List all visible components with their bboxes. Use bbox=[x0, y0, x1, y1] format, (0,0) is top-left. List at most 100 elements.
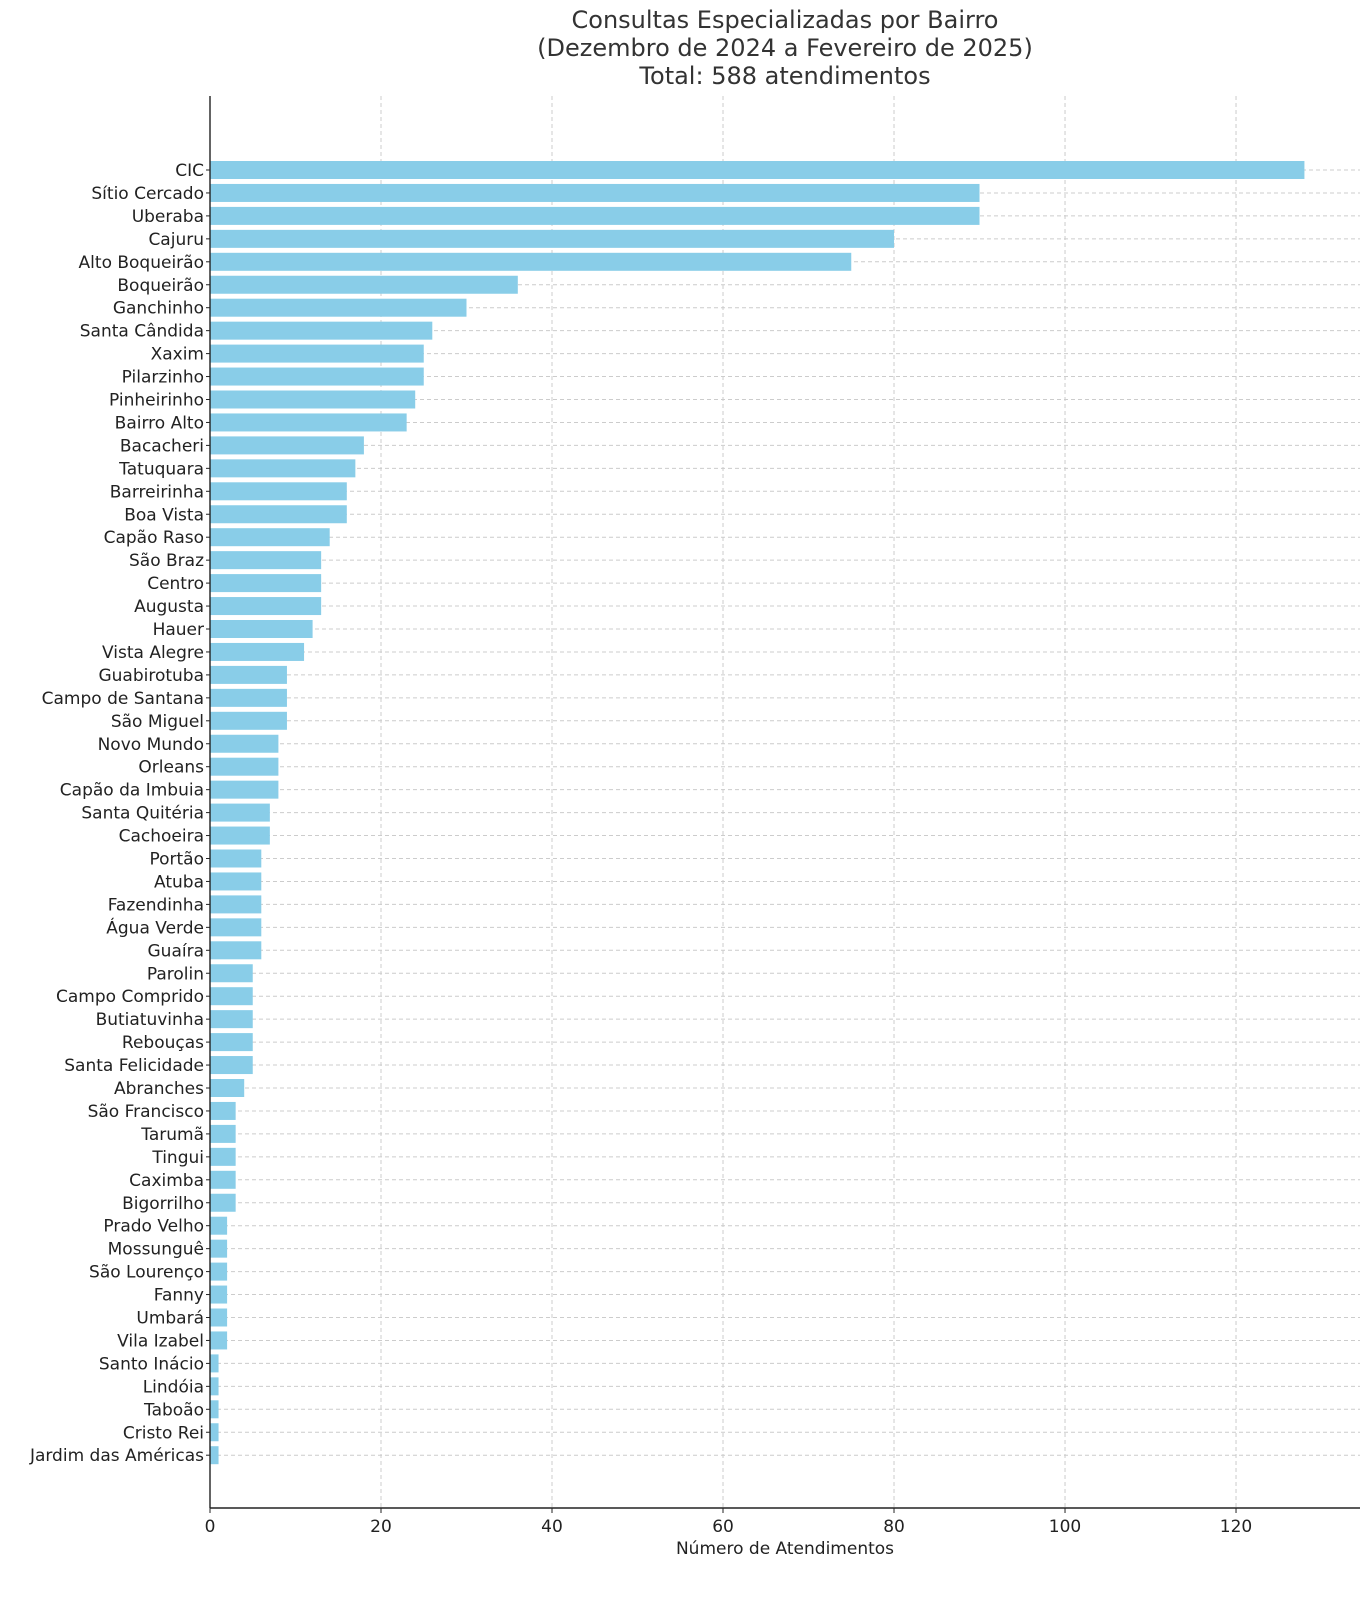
y-tick-label: Novo Mundo bbox=[98, 735, 204, 755]
y-tick-label: Vila Izabel bbox=[117, 1331, 204, 1351]
y-tick-label: Rebouças bbox=[122, 1033, 204, 1053]
x-tick-label: 60 bbox=[712, 1517, 734, 1537]
bar bbox=[210, 1400, 219, 1419]
x-tick-label: 0 bbox=[205, 1517, 216, 1537]
bar bbox=[210, 987, 253, 1006]
y-tick-label: Atuba bbox=[154, 872, 204, 892]
y-tick-label: Cristo Rei bbox=[123, 1423, 204, 1443]
bar bbox=[210, 252, 852, 271]
bar bbox=[210, 1239, 228, 1258]
x-axis-label: Número de Atendimentos bbox=[676, 1539, 894, 1559]
bar bbox=[210, 1033, 253, 1052]
bar bbox=[210, 183, 980, 202]
bar bbox=[210, 1193, 236, 1212]
bar bbox=[210, 321, 433, 340]
y-tick-label: Butiatuvinha bbox=[96, 1010, 204, 1030]
x-tick-label: 120 bbox=[1220, 1517, 1252, 1537]
x-tick-label: 40 bbox=[541, 1517, 563, 1537]
bar bbox=[210, 803, 270, 822]
y-tick-label: Santo Inácio bbox=[99, 1354, 204, 1374]
y-tick-label: Campo Comprido bbox=[56, 987, 204, 1007]
bar bbox=[210, 711, 287, 730]
y-tick-label: Sítio Cercado bbox=[91, 184, 204, 204]
bar bbox=[210, 206, 980, 225]
bar bbox=[210, 1147, 236, 1166]
y-tick-label: Santa Felicidade bbox=[64, 1056, 204, 1076]
y-tick-label: Jardim das Américas bbox=[29, 1446, 204, 1466]
y-tick-label: Vista Alegre bbox=[102, 643, 204, 663]
y-tick-label: Santa Cândida bbox=[80, 322, 204, 342]
x-tick-label: 80 bbox=[883, 1517, 905, 1537]
bar bbox=[210, 1170, 236, 1189]
y-tick-label: Água Verde bbox=[106, 916, 204, 938]
y-tick-label: Boqueirão bbox=[117, 276, 204, 296]
bar bbox=[210, 895, 262, 914]
bar bbox=[210, 780, 279, 799]
y-tick-label: Hauer bbox=[153, 620, 204, 640]
bar bbox=[210, 620, 313, 638]
bar bbox=[210, 505, 347, 524]
bar bbox=[210, 688, 287, 707]
y-tick-label: Caximba bbox=[129, 1171, 204, 1191]
y-tick-label: São Braz bbox=[129, 551, 204, 571]
y-tick-label: Santa Quitéria bbox=[81, 804, 204, 824]
y-tick-label: Ganchinho bbox=[113, 299, 204, 319]
bar bbox=[210, 482, 347, 501]
y-tick-label: Tarumã bbox=[140, 1125, 204, 1145]
bar bbox=[210, 1101, 236, 1120]
y-tick-label: São Miguel bbox=[111, 712, 204, 732]
y-tick-label: Cachoeira bbox=[119, 827, 204, 847]
chart-title-line-3: Total: 588 atendimentos bbox=[639, 62, 931, 90]
bar bbox=[210, 757, 279, 776]
bar bbox=[210, 597, 322, 616]
x-tick-label: 100 bbox=[1049, 1517, 1081, 1537]
bar bbox=[210, 1262, 228, 1281]
y-tick-label: Pinheirinho bbox=[109, 391, 204, 411]
bar bbox=[210, 734, 279, 753]
y-tick-label: Fanny bbox=[154, 1286, 204, 1306]
bar bbox=[210, 1124, 236, 1143]
bar bbox=[210, 1010, 253, 1029]
y-tick-label: Tatuquara bbox=[118, 459, 204, 479]
bar bbox=[210, 574, 322, 593]
y-tick-label: Pilarzinho bbox=[122, 368, 204, 388]
y-tick-label: Tingui bbox=[151, 1148, 204, 1168]
bar bbox=[210, 390, 416, 409]
y-tick-label: Portão bbox=[149, 850, 204, 870]
y-tick-label: Orleans bbox=[138, 758, 204, 778]
y-tick-label: São Francisco bbox=[88, 1102, 204, 1122]
chart-title: Consultas Especializadas por Bairro (Dez… bbox=[210, 6, 1360, 90]
bar bbox=[210, 551, 322, 570]
bar bbox=[210, 1377, 219, 1396]
y-tick-label: Prado Velho bbox=[103, 1217, 204, 1237]
bar bbox=[210, 1446, 219, 1465]
y-tick-label: Capão da Imbuia bbox=[60, 781, 204, 801]
y-tick-label: Guaíra bbox=[148, 941, 205, 961]
y-tick-label: Taboão bbox=[143, 1400, 204, 1420]
y-tick-label: Augusta bbox=[134, 597, 204, 617]
y-tick-label: CIC bbox=[175, 161, 204, 181]
y-tick-label: Parolin bbox=[147, 964, 204, 984]
tick-labels: CIC Sítio Cercado Uberaba Cajuru Alto Boquei… bbox=[29, 161, 1252, 1537]
axes bbox=[206, 96, 1360, 1513]
y-tick-label: São Lourenço bbox=[89, 1263, 204, 1283]
bar bbox=[210, 229, 895, 248]
y-tick-label: Lindóia bbox=[143, 1377, 204, 1397]
y-tick-label: Abranches bbox=[114, 1079, 204, 1099]
bar bbox=[210, 1079, 245, 1097]
bar bbox=[210, 367, 424, 386]
chart-title-line-2: (Dezembro de 2024 a Fevereiro de 2025) bbox=[537, 34, 1033, 62]
bar bbox=[210, 1308, 228, 1327]
bar bbox=[210, 344, 424, 363]
bar bbox=[210, 918, 262, 937]
bar bbox=[210, 872, 262, 891]
y-tick-label: Umbará bbox=[136, 1309, 204, 1329]
y-tick-label: Alto Boqueirão bbox=[79, 253, 204, 273]
y-tick-label: Bairro Alto bbox=[115, 413, 204, 433]
bar bbox=[210, 1423, 219, 1442]
chart-title-line-1: Consultas Especializadas por Bairro bbox=[571, 6, 999, 34]
bar bbox=[210, 413, 407, 432]
bar bbox=[210, 528, 330, 547]
